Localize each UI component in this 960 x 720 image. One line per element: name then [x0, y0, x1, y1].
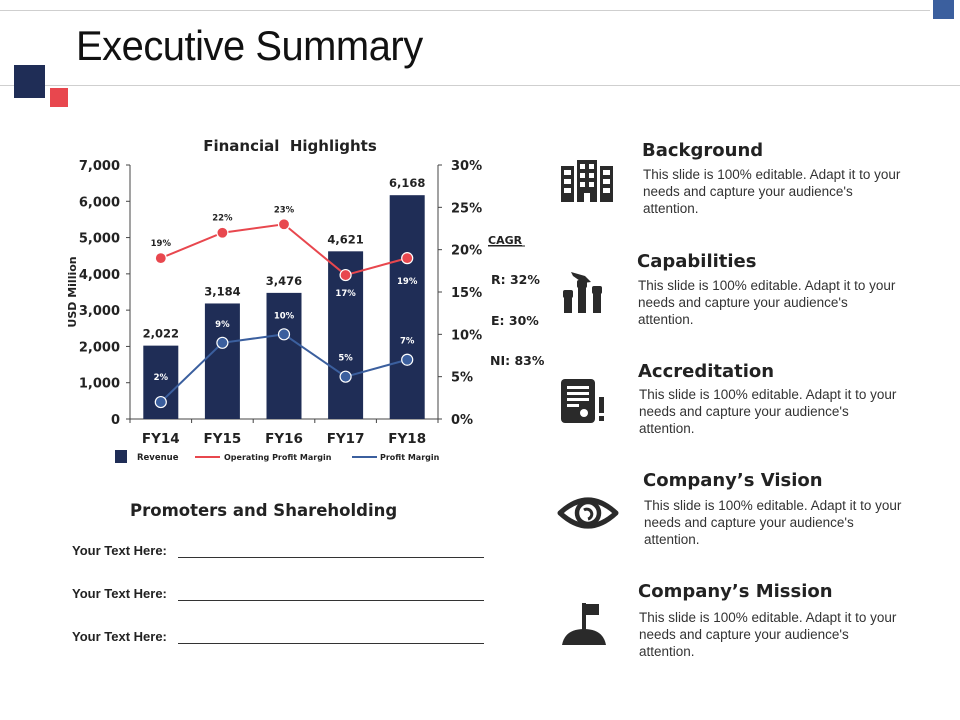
- operating-margin-point: [216, 226, 229, 239]
- data-labels: 2,022 3,184 3,476 4,621 6,168 19% 22% 23% 17% 19%…: [143, 176, 426, 383]
- cagr-item: R: 32%: [491, 272, 540, 287]
- y2-tick-label: 20%: [451, 244, 482, 259]
- item-title: Company’s Vision: [643, 470, 823, 491]
- y2-tick-label: 10%: [451, 328, 482, 343]
- revenue-bar: [389, 195, 425, 419]
- top-rule: [0, 10, 930, 11]
- corner-accent-square: [933, 0, 954, 19]
- profit-margin-point: [277, 328, 291, 341]
- promoter-row[interactable]: Your Text Here:: [72, 629, 484, 647]
- eye-icon: [557, 497, 619, 529]
- promoter-label: Your Text Here:: [72, 629, 167, 644]
- financial-highlights-chart: Financial Highlights 0 1,000 2,000 3,000 4,0…: [66, 137, 545, 463]
- y-axis-label: USD Million: [66, 256, 79, 327]
- legend-operating-margin-label: Operating Profit Margin: [224, 453, 332, 462]
- building-icon: [561, 160, 613, 202]
- cagr-heading: CAGR: [488, 234, 523, 247]
- margin-lines: [154, 218, 414, 409]
- promoter-input-line[interactable]: [178, 557, 484, 558]
- revenue-label: 2,022: [143, 327, 179, 341]
- operating-margin-point: [154, 252, 167, 265]
- navy-accent-square: [14, 65, 45, 98]
- promoter-input-line[interactable]: [178, 643, 484, 644]
- profit-margin-label: 7%: [400, 337, 415, 347]
- revenue-bar: [266, 292, 302, 419]
- revenue-label: 4,621: [327, 232, 363, 246]
- profit-margin-label: 5%: [338, 354, 353, 364]
- chart-legend: Revenue Operating Profit Margin Profit Mar…: [115, 450, 440, 463]
- chart-axes: 0 1,000 2,000 3,000 4,000 5,000 6,000 7,000 0% 5%…: [66, 159, 482, 447]
- y-tick-label: 2,000: [79, 340, 120, 355]
- item-description: This slide is 100% editable. Adapt it to…: [639, 610, 897, 659]
- profit-margin-label: 10%: [274, 311, 295, 321]
- operating-margin-line: [160, 223, 408, 277]
- item-title: Background: [642, 140, 764, 161]
- title-underline-rule: [0, 85, 960, 86]
- revenue-bars: [143, 195, 425, 419]
- operating-margin-label: 19%: [151, 239, 172, 249]
- item-title: Accreditation: [638, 361, 775, 382]
- promoter-row[interactable]: Your Text Here:: [72, 543, 484, 561]
- item-description: This slide is 100% editable. Adapt it to…: [639, 387, 897, 436]
- promoter-input-line[interactable]: [178, 600, 484, 601]
- cagr-item: E: 30%: [491, 313, 539, 328]
- operating-margin-label: 19%: [397, 277, 418, 287]
- legend-profit-margin-label: Profit Margin: [380, 453, 440, 462]
- flag-on-hill-icon: [562, 603, 606, 645]
- operating-margin-point: [277, 218, 291, 231]
- y-tick-label: 1,000: [79, 377, 120, 392]
- y2-tick-label: 30%: [451, 159, 482, 174]
- x-tick-label: FY14: [142, 431, 180, 447]
- y2-tick-label: 0%: [451, 413, 473, 428]
- x-tick-label: FY16: [265, 431, 303, 447]
- cagr-annotation: CAGR R: 32% E: 30% NI: 83%: [488, 234, 545, 368]
- x-tick-label: FY15: [204, 431, 242, 447]
- operating-margin-point: [339, 268, 352, 282]
- profit-margin-point: [339, 370, 352, 383]
- profit-margin-label: 9%: [215, 320, 230, 330]
- item-description: This slide is 100% editable. Adapt it to…: [638, 278, 896, 327]
- y-tick-label: 3,000: [79, 304, 120, 319]
- x-tick-label: FY18: [388, 431, 426, 447]
- item-description: This slide is 100% editable. Adapt it to…: [644, 498, 902, 547]
- item-description: This slide is 100% editable. Adapt it to…: [643, 167, 901, 216]
- y2-tick-label: 5%: [451, 371, 473, 386]
- profit-margin-label: 2%: [154, 373, 169, 383]
- certificate-icon: [561, 379, 604, 423]
- cagr-item: NI: 83%: [490, 353, 545, 368]
- y-tick-label: 7,000: [79, 159, 120, 174]
- operating-margin-label: 17%: [335, 289, 356, 299]
- revenue-label: 3,184: [204, 284, 240, 298]
- chart-title: Financial Highlights: [203, 137, 377, 155]
- legend-revenue-label: Revenue: [137, 453, 179, 463]
- revenue-label: 3,476: [266, 274, 302, 288]
- revenue-label: 6,168: [389, 176, 425, 190]
- promoter-label: Your Text Here:: [72, 543, 167, 558]
- promoter-row[interactable]: Your Text Here:: [72, 586, 484, 604]
- item-title: Capabilities: [637, 251, 757, 272]
- operating-margin-label: 23%: [274, 205, 295, 215]
- page-title: Executive Summary: [76, 22, 423, 69]
- y-tick-label: 0: [111, 413, 120, 428]
- y-tick-label: 5,000: [79, 232, 120, 247]
- profit-margin-point: [401, 353, 414, 366]
- x-tick-label: FY17: [327, 431, 365, 447]
- promoter-label: Your Text Here:: [72, 586, 167, 601]
- operating-margin-label: 22%: [212, 214, 233, 224]
- red-accent-square: [50, 88, 68, 107]
- raised-fists-icon: [563, 272, 602, 313]
- y2-tick-label: 15%: [451, 286, 482, 301]
- y-tick-label: 6,000: [79, 195, 120, 210]
- revenue-bar: [204, 303, 240, 419]
- y2-tick-label: 25%: [451, 201, 482, 216]
- y-tick-label: 4,000: [79, 268, 120, 283]
- operating-margin-point: [401, 252, 414, 265]
- profit-margin-point: [216, 336, 229, 349]
- legend-revenue-swatch: [115, 450, 127, 463]
- item-title: Company’s Mission: [638, 581, 833, 602]
- profit-margin-point: [154, 395, 167, 409]
- promoters-title: Promoters and Shareholding: [130, 501, 398, 520]
